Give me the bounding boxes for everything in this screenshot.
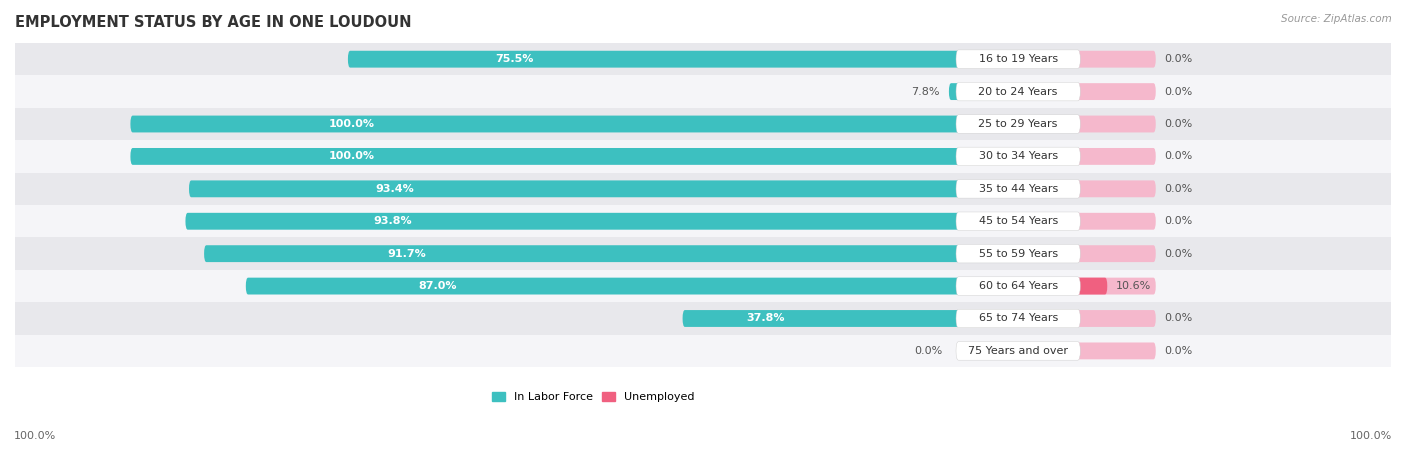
FancyBboxPatch shape	[246, 278, 1014, 294]
Bar	[15, 270, 1391, 302]
Text: 93.4%: 93.4%	[375, 184, 415, 194]
FancyBboxPatch shape	[956, 180, 1080, 198]
Bar	[15, 205, 1391, 238]
FancyBboxPatch shape	[131, 148, 1014, 165]
FancyBboxPatch shape	[956, 115, 1080, 133]
Text: 65 to 74 Years: 65 to 74 Years	[979, 314, 1057, 324]
Text: 0.0%: 0.0%	[914, 346, 942, 356]
Bar	[15, 43, 1391, 76]
FancyBboxPatch shape	[956, 50, 1080, 68]
Bar	[15, 76, 1391, 108]
FancyBboxPatch shape	[956, 342, 1080, 360]
Text: 0.0%: 0.0%	[1164, 86, 1192, 97]
FancyBboxPatch shape	[1022, 278, 1108, 294]
FancyBboxPatch shape	[956, 277, 1080, 295]
Text: 0.0%: 0.0%	[1164, 54, 1192, 64]
Text: 0.0%: 0.0%	[1164, 184, 1192, 194]
Text: 75.5%: 75.5%	[495, 54, 533, 64]
Text: 87.0%: 87.0%	[419, 281, 457, 291]
Text: 0.0%: 0.0%	[1164, 119, 1192, 129]
Bar	[15, 238, 1391, 270]
FancyBboxPatch shape	[1022, 310, 1156, 327]
Text: 100.0%: 100.0%	[328, 119, 374, 129]
Bar	[15, 173, 1391, 205]
FancyBboxPatch shape	[1022, 83, 1156, 100]
Text: EMPLOYMENT STATUS BY AGE IN ONE LOUDOUN: EMPLOYMENT STATUS BY AGE IN ONE LOUDOUN	[15, 15, 412, 30]
FancyBboxPatch shape	[1022, 116, 1156, 132]
Text: 0.0%: 0.0%	[1164, 314, 1192, 324]
Text: 93.8%: 93.8%	[373, 216, 412, 226]
Text: 7.8%: 7.8%	[911, 86, 941, 97]
FancyBboxPatch shape	[188, 180, 1014, 197]
FancyBboxPatch shape	[1022, 342, 1156, 360]
FancyBboxPatch shape	[956, 147, 1080, 166]
Text: 0.0%: 0.0%	[1164, 249, 1192, 259]
Legend: In Labor Force, Unemployed: In Labor Force, Unemployed	[486, 387, 699, 406]
Text: 30 to 34 Years: 30 to 34 Years	[979, 151, 1057, 162]
Text: 45 to 54 Years: 45 to 54 Years	[979, 216, 1057, 226]
Text: 0.0%: 0.0%	[1164, 151, 1192, 162]
FancyBboxPatch shape	[1022, 51, 1156, 68]
Bar	[15, 108, 1391, 140]
Text: 75 Years and over: 75 Years and over	[969, 346, 1069, 356]
Text: 91.7%: 91.7%	[387, 249, 426, 259]
FancyBboxPatch shape	[347, 51, 1014, 68]
FancyBboxPatch shape	[204, 245, 1014, 262]
FancyBboxPatch shape	[956, 309, 1080, 328]
Text: 25 to 29 Years: 25 to 29 Years	[979, 119, 1057, 129]
Text: Source: ZipAtlas.com: Source: ZipAtlas.com	[1281, 14, 1392, 23]
Text: 35 to 44 Years: 35 to 44 Years	[979, 184, 1057, 194]
Text: 100.0%: 100.0%	[1350, 431, 1392, 441]
FancyBboxPatch shape	[1022, 180, 1156, 197]
FancyBboxPatch shape	[131, 116, 1014, 132]
FancyBboxPatch shape	[956, 212, 1080, 230]
Text: 60 to 64 Years: 60 to 64 Years	[979, 281, 1057, 291]
FancyBboxPatch shape	[956, 244, 1080, 263]
Bar	[15, 140, 1391, 173]
FancyBboxPatch shape	[682, 310, 1014, 327]
FancyBboxPatch shape	[956, 82, 1080, 101]
Text: 0.0%: 0.0%	[1164, 346, 1192, 356]
Text: 55 to 59 Years: 55 to 59 Years	[979, 249, 1057, 259]
Text: 20 to 24 Years: 20 to 24 Years	[979, 86, 1057, 97]
Text: 10.6%: 10.6%	[1116, 281, 1152, 291]
Text: 100.0%: 100.0%	[328, 151, 374, 162]
FancyBboxPatch shape	[1022, 245, 1156, 262]
FancyBboxPatch shape	[1022, 213, 1156, 230]
FancyBboxPatch shape	[1022, 148, 1156, 165]
Bar	[15, 302, 1391, 335]
Text: 0.0%: 0.0%	[1164, 216, 1192, 226]
FancyBboxPatch shape	[186, 213, 1014, 230]
FancyBboxPatch shape	[949, 83, 1014, 100]
Text: 37.8%: 37.8%	[747, 314, 785, 324]
Text: 100.0%: 100.0%	[14, 431, 56, 441]
FancyBboxPatch shape	[1022, 278, 1156, 294]
Bar	[15, 335, 1391, 367]
Text: 16 to 19 Years: 16 to 19 Years	[979, 54, 1057, 64]
